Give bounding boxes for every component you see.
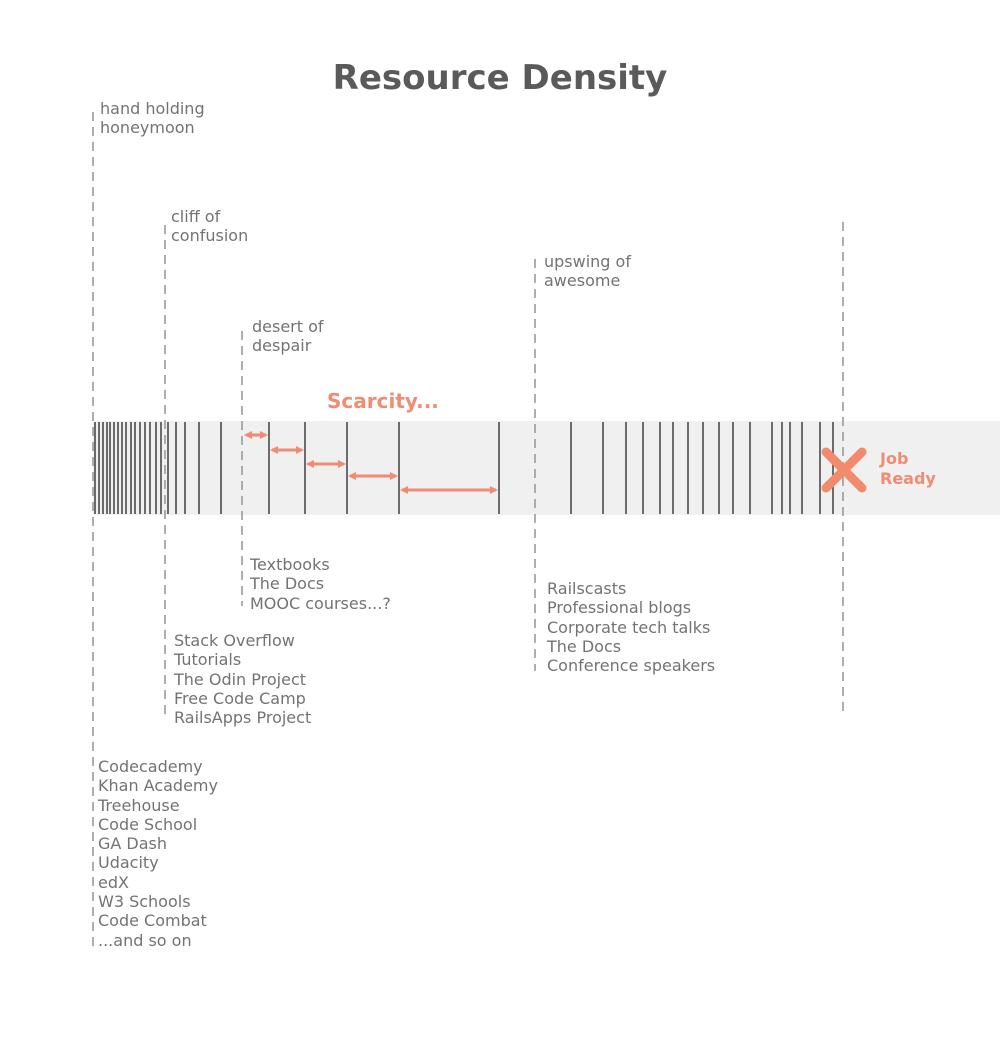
list-item: Free Code Camp <box>174 688 306 708</box>
list-item: Textbooks <box>250 555 330 574</box>
list-item: W3 Schools <box>98 892 191 912</box>
list-item: Corporate tech talks <box>547 617 711 637</box>
resource-list-desert: Textbooks The Docs MOOC courses...? <box>250 555 391 613</box>
phase-label-line: upswing of <box>544 252 631 271</box>
phase-label-line: cliff of <box>171 207 221 226</box>
job-ready-line: Job <box>880 449 909 468</box>
resource-list-hand-holding: Codecademy Khan Academy Treehouse Code S… <box>98 757 218 950</box>
phase-label-line: desert of <box>252 317 324 336</box>
job-ready-line: Ready <box>880 468 936 488</box>
resource-list-cliff: Stack Overflow Tutorials The Odin Projec… <box>174 631 311 727</box>
phase-label-line: hand holding <box>100 99 205 118</box>
list-item: Udacity <box>98 853 159 873</box>
list-item: MOOC courses...? <box>250 593 391 613</box>
diagram-title: Resource Density <box>332 58 668 98</box>
phase-label-line: confusion <box>171 226 249 246</box>
list-item: Khan Academy <box>98 776 218 796</box>
density-band <box>93 421 1000 515</box>
list-item: edX <box>98 872 129 892</box>
job-ready-label: Job Ready <box>880 449 936 488</box>
list-item: RailsApps Project <box>174 708 312 728</box>
list-item: ...and so on <box>98 930 192 950</box>
list-item: Code Combat <box>98 911 207 931</box>
phase-label-line: despair <box>252 336 312 356</box>
list-item: Conference speakers <box>547 656 716 676</box>
list-item: Professional blogs <box>547 598 692 618</box>
phase-label-upswing: upswing of awesome <box>544 252 631 291</box>
phase-label-hand-holding: hand holding honeymoon <box>100 99 205 138</box>
list-item: Tutorials <box>174 650 242 670</box>
phase-label-line: honeymoon <box>100 118 195 138</box>
list-item: The Docs <box>547 636 622 656</box>
list-item: Railscasts <box>547 579 627 598</box>
list-item: Code School <box>98 814 198 834</box>
phase-label-desert: desert of despair <box>252 317 324 356</box>
phase-label-line: awesome <box>544 271 621 291</box>
list-item: Stack Overflow <box>174 631 295 650</box>
resource-list-upswing: Railscasts Professional blogs Corporate … <box>547 579 715 675</box>
scarcity-label: Scarcity... <box>327 389 439 413</box>
list-item: Treehouse <box>98 795 180 815</box>
list-item: Codecademy <box>98 757 203 776</box>
list-item: The Odin Project <box>174 669 307 689</box>
list-item: The Docs <box>250 574 325 594</box>
list-item: GA Dash <box>98 834 168 854</box>
phase-label-cliff: cliff of confusion <box>171 207 248 246</box>
x-mark-icon <box>821 447 867 493</box>
